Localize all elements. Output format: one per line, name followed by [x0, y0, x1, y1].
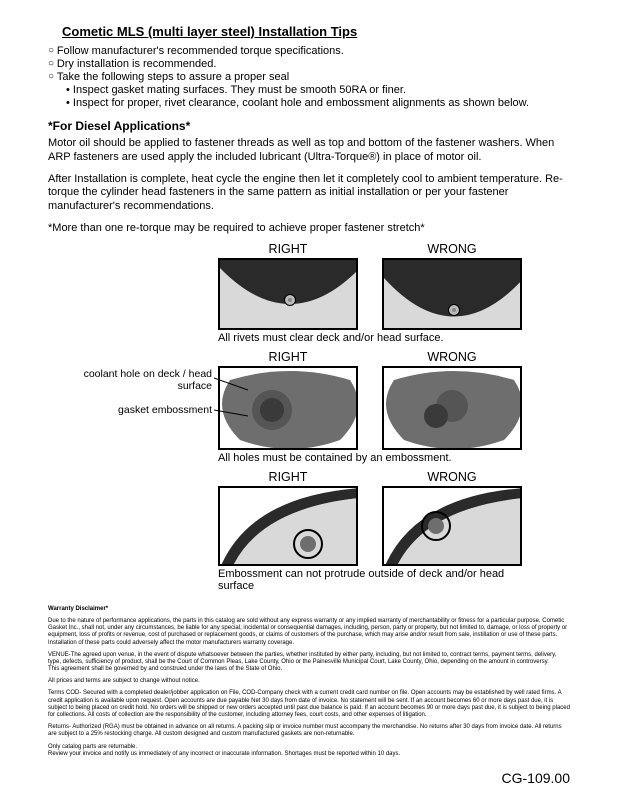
page-title: Cometic MLS (multi layer steel) Installa…	[62, 24, 570, 39]
rivet-right-diagram	[218, 258, 358, 330]
bullet-list: Follow manufacturer's recommended torque…	[48, 45, 570, 109]
retorque-note: *More than one re-torque may be required…	[48, 222, 570, 234]
bullet-item: Follow manufacturer's recommended torque…	[48, 45, 570, 57]
diagram-row-rivets: RIGHT WRONG	[48, 242, 570, 330]
diagram-row-holes: coolant hole on deck / head surface gask…	[48, 350, 570, 450]
diesel-heading: *For Diesel Applications*	[48, 119, 570, 133]
label-wrong: WRONG	[382, 350, 522, 364]
disclaimer-p2: VENUE-The agreed upon venue, in the even…	[48, 652, 570, 674]
hole-wrong-diagram	[382, 366, 522, 450]
emboss-label: gasket embossment	[48, 404, 212, 416]
bullet-item: Take the following steps to assure a pro…	[48, 71, 570, 83]
disclaimer-head: Warranty Disclaimer*	[48, 606, 570, 613]
diagram-row-emboss: RIGHT WRONG	[48, 470, 570, 566]
emboss-wrong-diagram	[382, 486, 522, 566]
diesel-para-1: Motor oil should be applied to fastener …	[48, 137, 570, 165]
emboss-right-diagram	[218, 486, 358, 566]
disclaimer-p5: Returns- Authorized (RGA) must be obtain…	[48, 724, 570, 738]
rivet-wrong-diagram	[382, 258, 522, 330]
pointer-lines	[214, 366, 248, 446]
label-wrong: WRONG	[382, 470, 522, 484]
bullet-item: Dry installation is recommended.	[48, 58, 570, 70]
label-right: RIGHT	[218, 470, 358, 484]
diagram-section: RIGHT WRONG All rivets must clear dec	[48, 242, 570, 592]
bullet-item: Inspect for proper, rivet clearance, coo…	[66, 97, 570, 109]
label-right: RIGHT	[218, 242, 358, 256]
label-right: RIGHT	[218, 350, 358, 364]
diesel-para-2: After Installation is complete, heat cyc…	[48, 173, 570, 214]
disclaimer-p3: All prices and terms are subject to chan…	[48, 678, 570, 685]
caption-holes: All holes must be contained by an emboss…	[218, 452, 538, 464]
label-wrong: WRONG	[382, 242, 522, 256]
disclaimer-p1: Due to the nature of performance applica…	[48, 618, 570, 647]
bullet-item: Inspect gasket mating surfaces. They mus…	[66, 84, 570, 96]
warranty-disclaimer: Warranty Disclaimer* Due to the nature o…	[48, 606, 570, 758]
disclaimer-p4: Terms COD- Secured with a completed deal…	[48, 690, 570, 719]
document-number: CG-109.00	[502, 770, 570, 786]
coolant-label: coolant hole on deck / head surface	[48, 368, 212, 392]
disclaimer-p6: Only catalog parts are returnable. Revie…	[48, 744, 570, 758]
caption-emboss: Embossment can not protrude outside of d…	[218, 568, 538, 592]
caption-rivets: All rivets must clear deck and/or head s…	[218, 332, 538, 344]
